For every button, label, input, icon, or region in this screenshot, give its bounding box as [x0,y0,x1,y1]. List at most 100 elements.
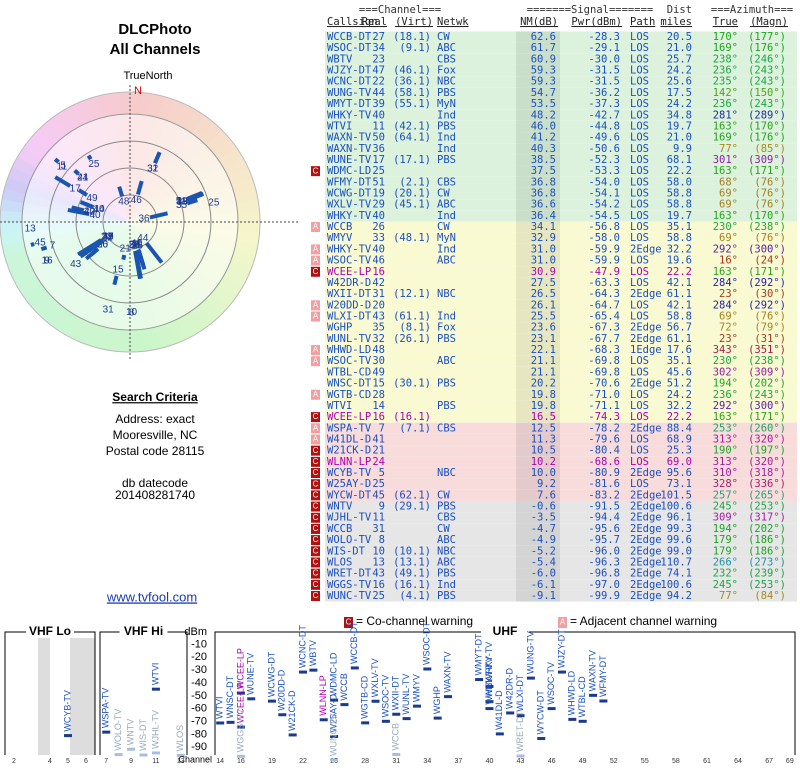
x-tick-label: 6 [84,758,88,765]
table-cell: 24.2 [667,389,692,401]
table-cell: 46.0 [531,120,556,132]
table-cell: WSPA-TV [327,422,372,434]
site-link[interactable]: www.tvfool.com [106,589,197,604]
nm-column [516,64,560,77]
table-cell: 95.6 [667,467,692,479]
table-cell: WAXN-TV [327,143,372,155]
polar-label: 23 [101,231,113,242]
warning-letter: C [313,490,319,499]
polar-background [0,85,300,360]
table-cell: 194° [713,523,738,535]
table-cell: 25 [372,165,385,177]
table-cell: (31°) [754,333,786,345]
table-cell: (253°) [748,501,786,513]
polar-label: 46 [131,195,143,206]
table-cell: 61.7 [531,42,556,54]
table-cell: PBS [437,568,456,580]
panel-label-bg [119,626,168,638]
table-cell: -54.5 [588,210,620,222]
x-tick-label: 49 [579,758,587,765]
column-header: Callsign [327,16,378,28]
table-cell: 328° [713,478,738,490]
signal-bar [599,699,608,703]
column-header: True [713,16,738,28]
table-row [325,120,797,133]
signal-label: WNSC-DT [225,675,235,718]
table-row [325,556,797,569]
polar-label: 14 [93,204,105,215]
table-cell: (176°) [748,42,786,54]
table-cell: PBS [437,333,456,345]
table-cell: 19.8 [531,389,556,401]
signal-label: WSPA-TV [101,688,111,728]
table-cell: (239°) [748,568,786,580]
x-tick-label: 55 [641,758,649,765]
signal-bar [526,676,535,680]
nm-column [516,467,560,479]
table-cell: -95.7 [588,534,620,546]
warning-letter: C [313,513,319,522]
polar-label: 16 [42,255,54,266]
signal-label: W25AY-D [328,693,338,732]
table-cell: 40 [372,109,385,121]
table-cell: 33 [372,232,385,244]
table-cell: 309° [713,512,738,524]
warning-icon [311,345,320,356]
table-row [325,534,797,546]
signal-label: WCEE-LP [235,648,245,689]
table-cell: 36.6 [531,199,556,211]
table-cell: 15 [372,378,385,390]
table-cell: 10 [372,545,385,557]
signal-bar [114,753,123,757]
polar-bar [187,193,200,202]
y-tick-label: -90 [191,741,207,753]
shade [38,638,50,755]
signal-bar [392,712,401,716]
table-cell: 58.8 [667,199,692,211]
signal-bar [412,704,421,708]
table-cell: 74.1 [667,568,692,580]
table-cell: -79.6 [588,433,620,445]
x-tick-label: 52 [610,758,618,765]
polar-label: 43 [177,197,189,208]
table-cell: -50.6 [588,143,620,155]
table-cell: 36.4 [531,210,556,222]
nm-column [516,199,560,211]
table-cell: WNSC-DT [327,378,372,390]
polar-label: 44 [137,233,149,244]
table-cell: 5 [379,467,385,479]
table-cell: 163° [713,266,738,278]
polar-bar [54,175,72,188]
table-cell: -59.9 [588,255,620,267]
polar-label: 29 [177,197,189,208]
shade [70,638,95,755]
column-header: (Virt) [395,16,433,28]
warning-letter: C [313,580,319,589]
table-cell: 24.2 [667,98,692,110]
polar-label: 17 [70,184,82,195]
y-tick-label: -30 [191,664,207,676]
table-cell: 99.6 [667,534,692,546]
table-cell: -99.9 [588,590,620,602]
table-cell: -80.9 [588,467,620,479]
signal-bar [309,668,318,672]
table-cell: LOS [630,433,649,445]
table-cell: 39 [372,98,385,110]
table-row [325,456,797,468]
polar-label: 39 [102,231,114,242]
table-cell: 69° [719,199,738,211]
table-cell: ABC [437,534,456,546]
nm-column [516,433,560,446]
table-cell: (243°) [748,65,786,77]
table-cell: 169° [713,132,738,144]
table-cell: W25AY-D [327,478,371,490]
table-cell: 235° [713,76,738,88]
table-cell: 245° [713,579,738,591]
warning-icon [311,311,320,322]
table-cell: 14 [372,400,385,412]
table-cell: (62.1) [393,489,431,501]
y-tick-label: -20 [191,651,207,663]
table-cell: WCYB-TV [327,467,372,479]
signal-bar [371,699,380,703]
table-cell: 40 [372,243,385,255]
